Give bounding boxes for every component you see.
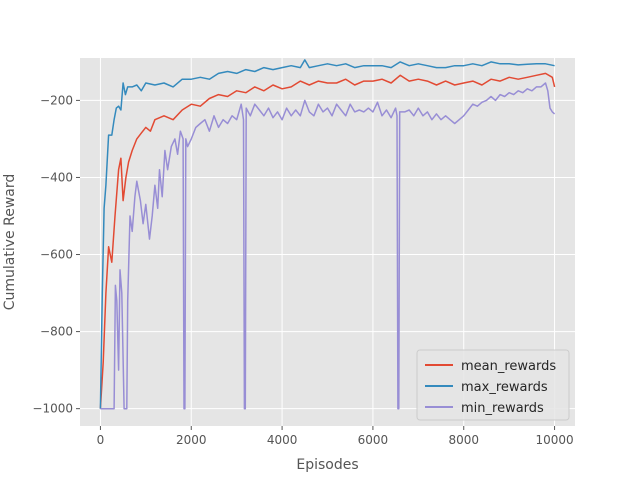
legend-label: mean_rewards <box>461 359 556 374</box>
legend-label: min_rewards <box>461 401 544 416</box>
legend-label: max_rewards <box>461 380 548 395</box>
y-tick-label: −400 <box>40 170 73 184</box>
x-tick-label: 2000 <box>176 433 207 447</box>
series-line-min-rewards <box>100 82 556 410</box>
x-tick-label: 6000 <box>358 433 389 447</box>
x-tick-label: 8000 <box>448 433 479 447</box>
series-line-max-rewards <box>99 59 555 409</box>
x-axis-label: Episodes <box>296 457 358 473</box>
y-tick-label: −800 <box>40 325 73 339</box>
x-tick-label: 0 <box>97 433 105 447</box>
y-tick-label: −1000 <box>32 402 73 416</box>
series-line-mean-rewards <box>99 72 556 409</box>
legend-box <box>416 349 570 421</box>
y-axis-ticks: −1000 −800 −600 −400 −200 <box>32 93 80 416</box>
y-tick-label: −200 <box>40 93 73 107</box>
series-lines <box>99 59 556 410</box>
x-tick-label: 4000 <box>267 433 298 447</box>
x-tick-label: 10000 <box>535 433 573 447</box>
x-axis-ticks: 0 2000 4000 6000 8000 10000 <box>97 426 574 447</box>
legend: mean_rewards max_rewards min_rewards <box>416 349 570 421</box>
y-axis-label: Cumulative Reward <box>2 174 18 311</box>
y-tick-label: −600 <box>40 248 73 262</box>
